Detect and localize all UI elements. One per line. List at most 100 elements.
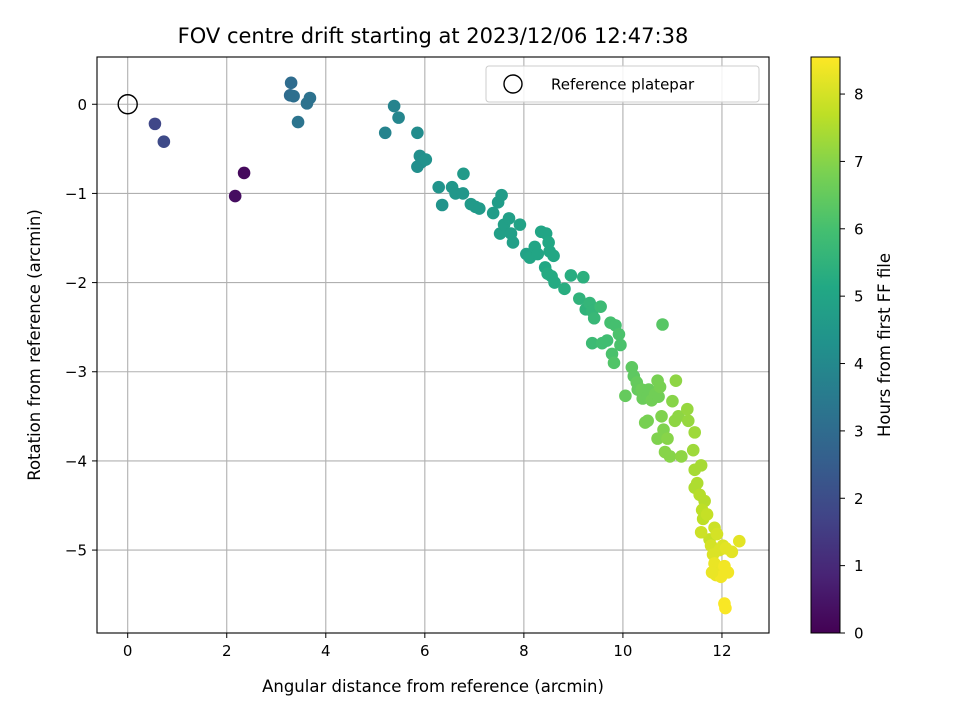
- reference-platepar-marker: [117, 94, 138, 115]
- data-point: [710, 527, 724, 541]
- data-point: [612, 328, 626, 341]
- data-point: [585, 336, 599, 350]
- data-point: [291, 115, 305, 129]
- plot-area: [96, 56, 770, 634]
- data-point: [663, 450, 677, 463]
- data-point: [652, 390, 665, 404]
- data-point: [576, 270, 590, 284]
- colorbar-tick-label: 7: [854, 153, 864, 171]
- data-point: [558, 282, 571, 296]
- chart-title: FOV centre drift starting at 2023/12/06 …: [178, 24, 689, 48]
- data-point: [387, 99, 401, 113]
- data-point: [432, 180, 445, 194]
- data-point: [237, 166, 251, 180]
- data-point: [435, 198, 449, 212]
- x-tick-label: 8: [519, 642, 529, 660]
- data-point: [531, 247, 545, 261]
- data-point: [392, 111, 405, 124]
- data-point: [506, 236, 520, 249]
- data-point: [486, 206, 500, 220]
- y-tick-label: −4: [65, 452, 87, 470]
- data-point: [694, 525, 708, 539]
- data-point: [378, 126, 392, 140]
- colorbar-tick-label: 3: [854, 422, 864, 440]
- data-point: [661, 432, 674, 445]
- data-point: [641, 414, 654, 428]
- data-point: [419, 153, 433, 166]
- data-point: [148, 117, 162, 131]
- data-point: [513, 218, 527, 231]
- x-tick-label: 10: [613, 642, 632, 660]
- data-point: [548, 276, 561, 289]
- colorbar-tick-label: 8: [854, 86, 864, 104]
- x-tick-label: 12: [712, 642, 731, 660]
- data-point: [619, 389, 632, 403]
- scatter-points: [117, 76, 746, 615]
- data-point: [502, 212, 516, 225]
- data-point: [675, 450, 688, 463]
- data-point: [614, 338, 627, 352]
- data-point: [573, 292, 586, 305]
- data-point: [587, 311, 601, 325]
- data-point: [411, 126, 424, 140]
- data-point: [656, 318, 669, 331]
- data-point: [666, 394, 679, 408]
- colorbar-tick-label: 1: [854, 557, 864, 575]
- data-point: [651, 432, 664, 445]
- data-point: [457, 167, 470, 181]
- data-point: [284, 76, 298, 90]
- y-tick-label: 0: [77, 96, 87, 114]
- data-point: [700, 508, 714, 521]
- data-point: [669, 374, 683, 387]
- x-tick-label: 2: [222, 642, 232, 660]
- data-point: [705, 566, 719, 579]
- colorbar-tick-label: 2: [854, 490, 864, 508]
- data-point: [600, 334, 614, 347]
- legend-marker-reference: [503, 74, 523, 94]
- data-point: [672, 410, 685, 423]
- colorbar-tick-label: 0: [854, 625, 864, 643]
- data-point: [688, 426, 702, 439]
- data-point: [655, 410, 668, 423]
- y-tick-label: −5: [65, 542, 87, 560]
- data-point: [732, 534, 746, 548]
- data-point: [303, 91, 317, 105]
- y-tick-label: −1: [65, 185, 87, 203]
- y-axis-label: Rotation from reference (arcmin): [25, 209, 44, 481]
- x-tick-label: 0: [123, 642, 133, 660]
- x-axis-label: Angular distance from reference (arcmin): [262, 677, 604, 696]
- gridlines: [97, 57, 769, 633]
- data-point: [725, 545, 739, 559]
- data-point: [495, 188, 508, 202]
- data-point: [228, 189, 242, 203]
- data-point: [456, 187, 470, 200]
- data-point: [721, 566, 735, 579]
- data-point: [564, 269, 578, 282]
- legend-box: [485, 65, 760, 103]
- data-point: [607, 356, 621, 370]
- colorbar-label: Hours from first FF file: [875, 253, 894, 437]
- data-point: [157, 135, 171, 149]
- data-point: [473, 202, 486, 215]
- y-tick-label: −3: [65, 363, 87, 381]
- colorbar-tick-label: 4: [854, 355, 864, 373]
- colorbar: [810, 56, 841, 634]
- data-point: [653, 380, 667, 394]
- data-point: [719, 601, 732, 615]
- legend-label-reference: Reference platepar: [551, 76, 695, 94]
- data-point: [694, 459, 708, 472]
- data-point: [594, 300, 607, 313]
- colorbar-tick-label: 5: [854, 288, 864, 306]
- x-tick-label: 6: [420, 642, 430, 660]
- colorbar-ticks: 0 1 2 3 4 5 6 7 8: [840, 86, 864, 643]
- data-point: [547, 249, 560, 263]
- legend: Reference platepar: [485, 65, 760, 103]
- data-point: [287, 89, 300, 103]
- axis-ticks: 0 2 4 6 8 10 12 0 −1 −2 −3 −4 −5: [65, 96, 732, 660]
- y-tick-label: −2: [65, 274, 87, 292]
- colorbar-tick-label: 6: [854, 220, 864, 238]
- x-tick-label: 4: [321, 642, 331, 660]
- data-point: [686, 443, 700, 457]
- data-point: [680, 402, 694, 416]
